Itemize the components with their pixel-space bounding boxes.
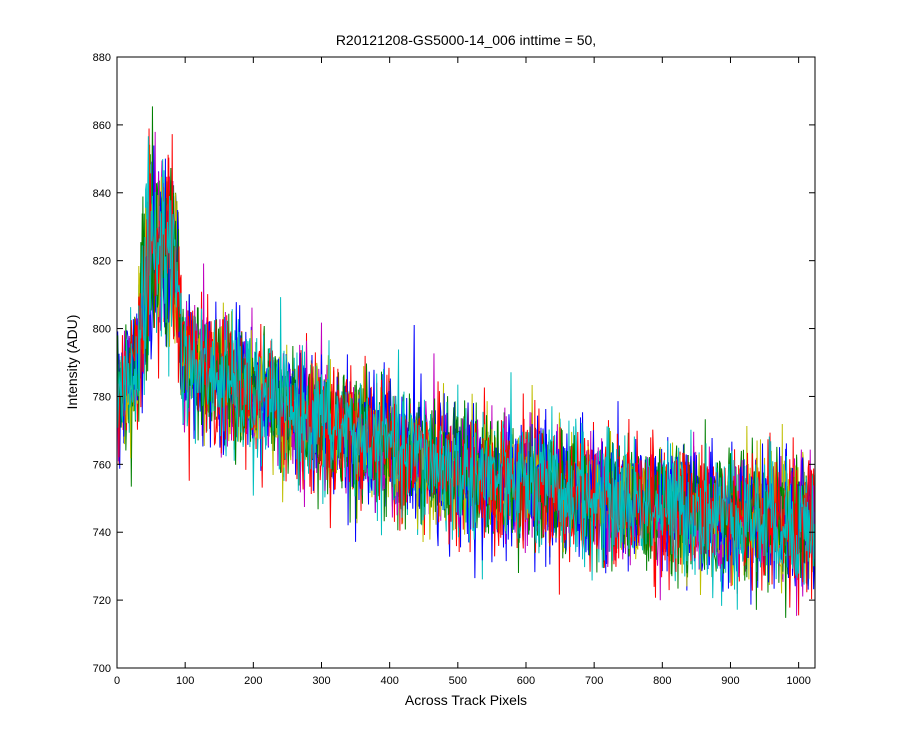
- y-tick-label: 720: [93, 595, 111, 607]
- x-tick-label: 800: [653, 675, 671, 687]
- y-tick-label: 760: [93, 459, 111, 471]
- x-tick-label: 900: [721, 675, 739, 687]
- x-tick-label: 300: [312, 675, 330, 687]
- plot-frame: [116, 56, 816, 669]
- y-tick-label: 820: [93, 256, 111, 268]
- y-axis-ticks: 700 720 740 760 780 800 820 840 860 880: [93, 52, 815, 675]
- x-tick-label: 500: [449, 675, 467, 687]
- series-line-10: [116, 136, 815, 610]
- y-tick-label: 780: [93, 391, 111, 403]
- x-tick-label: 200: [244, 675, 262, 687]
- x-tick-label: 0: [114, 675, 120, 687]
- y-tick-label: 860: [93, 120, 111, 132]
- y-tick-label: 700: [93, 663, 111, 675]
- x-axis-label: Across Track Pixels: [405, 692, 527, 708]
- chart-title: R20121208-GS5000-14_006 inttime = 50,: [336, 32, 596, 48]
- y-axis-label: Intensity (ADU): [64, 315, 80, 410]
- x-axis-ticks: 0 100 200 300 400 500 600 700 800 900 1000: [114, 57, 811, 687]
- x-tick-label: 1000: [786, 675, 810, 687]
- y-tick-label: 840: [93, 188, 111, 200]
- x-tick-label: 100: [176, 675, 194, 687]
- series-layer: [116, 106, 815, 618]
- y-tick-label: 880: [93, 52, 111, 64]
- x-tick-label: 400: [380, 675, 398, 687]
- x-tick-label: 600: [517, 675, 535, 687]
- y-tick-label: 800: [93, 324, 111, 336]
- y-tick-label: 740: [93, 527, 111, 539]
- x-tick-label: 700: [585, 675, 603, 687]
